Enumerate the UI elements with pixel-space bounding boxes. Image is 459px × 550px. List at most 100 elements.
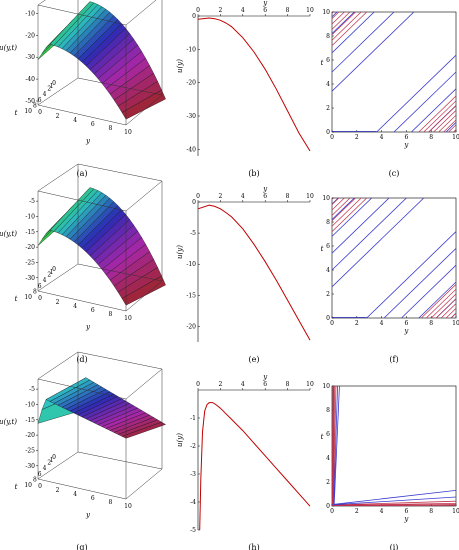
x-axis-label: y [403, 141, 409, 149]
characteristic-line [421, 283, 456, 318]
y-tick-label: 0 [326, 503, 330, 510]
x-tick-label: 6 [263, 7, 267, 14]
z-axis-label: u(y,t) [0, 230, 17, 238]
t-tick-label: 1 [50, 269, 54, 276]
frame-edge [37, 290, 127, 312]
series-line [197, 17, 311, 152]
x-tick-label: 4 [241, 7, 245, 14]
characteristic-line [433, 109, 456, 132]
characteristic-line [332, 198, 407, 271]
char-panel-f: 0 2 4 6 8 10 y 0 2 4 6 8 10 t [321, 195, 459, 335]
caption-d: (d) [76, 355, 87, 364]
frame-edge [125, 280, 163, 312]
characteristic-line [332, 198, 351, 216]
characteristic-line [366, 231, 456, 318]
characteristic-line [332, 12, 375, 54]
t-tick-label: 2 [47, 460, 51, 467]
y-tick-label: -10 [186, 46, 196, 53]
x-tick-label: 8 [429, 134, 433, 141]
y-tick-label: 4 [73, 117, 77, 124]
z-tick-label: -20 [25, 32, 35, 39]
t-axis-label: t [15, 109, 18, 117]
frame-edge [77, 451, 163, 470]
y-tick-label: -20 [186, 323, 196, 330]
z-tick-label: -30 [25, 463, 35, 470]
x-tick-label: 4 [241, 381, 245, 388]
y-axis-label: y [85, 323, 91, 331]
characteristic-line [333, 386, 340, 506]
series-line [197, 204, 311, 341]
characteristic-line [332, 12, 351, 30]
characteristic-line [332, 198, 373, 237]
y-tick-label: 6 [326, 431, 330, 438]
x-tick-label: 0 [330, 508, 334, 515]
y-tick-label: 6 [91, 495, 95, 502]
y-tick-label: 2 [56, 299, 60, 306]
x-tick-label: 8 [286, 381, 290, 388]
char-panel-i: 0 2 4 6 8 10 y 0 2 4 6 8 10 t [321, 383, 459, 523]
characteristic-line [332, 12, 362, 41]
characteristic-line [332, 12, 357, 36]
x-tick-label: 2 [218, 381, 222, 388]
t-tick-label: 8 [33, 102, 37, 109]
characteristic-line [332, 500, 456, 506]
x-tick-label: 2 [355, 320, 359, 327]
y-tick-label: 0 [326, 129, 330, 136]
characteristic-line [332, 198, 355, 220]
x-axis-label: y [403, 327, 409, 335]
plot-frame [331, 385, 457, 507]
y-tick-label: 8 [108, 499, 112, 506]
t-axis-label: t [15, 483, 18, 491]
characteristic-line [332, 12, 415, 92]
y-tick-label: 6 [326, 243, 330, 250]
y-axis-label: u(y) [176, 245, 184, 259]
y-tick-label: 8 [326, 407, 330, 414]
t-tick-label: 0 [52, 266, 56, 273]
x-tick-label: 8 [429, 508, 433, 515]
x-axis-label: y [262, 0, 268, 7]
x-tick-label: 10 [306, 7, 314, 14]
y-tick-label: -5 [190, 527, 196, 534]
z-tick-label: -30 [25, 275, 35, 282]
z-tick-label: -20 [25, 244, 35, 251]
characteristic-lines [332, 198, 456, 318]
frame-edge [77, 163, 163, 182]
frame-edge [125, 94, 163, 126]
frame-edge [37, 451, 79, 480]
frame-edge [37, 163, 79, 192]
y-tick-label: 4 [73, 303, 77, 310]
y-tick-label: 2 [56, 487, 60, 494]
y-axis-label: u(y) [176, 59, 184, 73]
plot-frame [331, 197, 457, 319]
frame-edge [37, 378, 127, 400]
y-tick-label: 0 [326, 315, 330, 322]
line-panel-e: 0 2 4 6 8 10 y 0 -5 -10 -15 -20 u(y) [176, 185, 314, 342]
y-tick-label: 6 [91, 307, 95, 314]
y-tick-label: 10 [322, 195, 330, 202]
y-tick-label: -40 [186, 146, 196, 153]
y-tick-label: 6 [91, 121, 95, 128]
characteristic-line [418, 95, 456, 132]
characteristic-line [333, 386, 338, 506]
z-tick-label: -15 [25, 229, 35, 236]
x-tick-label: 2 [218, 193, 222, 200]
x-axis-label: y [403, 515, 409, 523]
z-tick-label: -20 [25, 432, 35, 439]
t-tick-label: 1 [50, 457, 54, 464]
x-tick-label: 6 [404, 320, 408, 327]
x-axis-label: y [262, 185, 268, 193]
frame-edge [125, 180, 163, 212]
y-tick-label: 6 [326, 57, 330, 64]
x-tick-label: 8 [286, 7, 290, 14]
t-tick-label: 4 [43, 465, 47, 472]
t-tick-label: 2 [47, 86, 51, 93]
x-tick-label: 0 [196, 193, 200, 200]
t-axis-label: t [321, 59, 324, 67]
frame-edge [125, 0, 157, 26]
characteristic-line [418, 281, 456, 318]
y-axis-label: y [85, 137, 91, 145]
t-tick-label: 10 [24, 108, 32, 115]
